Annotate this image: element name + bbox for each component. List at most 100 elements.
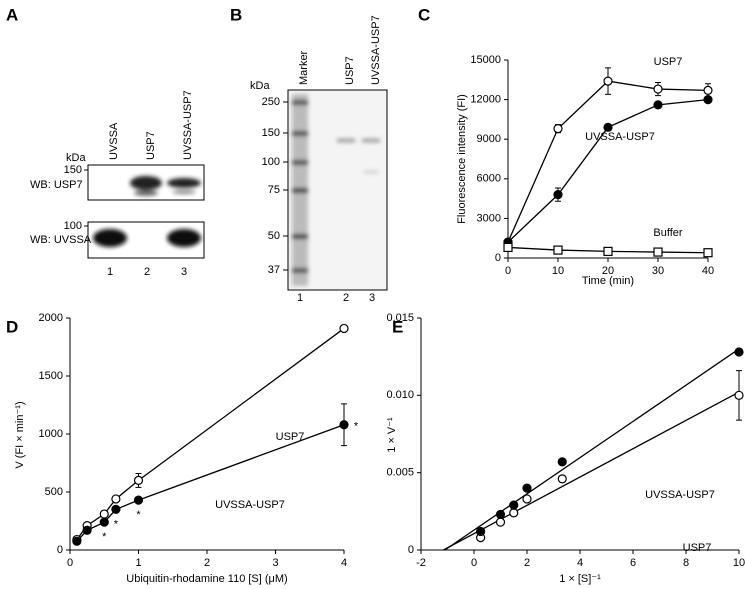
point: [703, 85, 713, 95]
point: [553, 190, 563, 200]
y-axis-label: Fluorescence intensity (FI): [456, 94, 468, 224]
point: [522, 483, 532, 493]
marker-label: 250: [262, 96, 280, 108]
point: [111, 494, 121, 504]
point: [99, 509, 109, 519]
panel-label: E: [392, 317, 403, 336]
fit-line: [443, 391, 740, 551]
lane-label: USP7: [145, 131, 157, 160]
panel-label: C: [418, 5, 430, 24]
series-label: USP7: [683, 542, 712, 554]
point: [603, 246, 613, 256]
point: [339, 323, 349, 334]
lane-label: USP7: [344, 56, 356, 85]
point: [557, 457, 567, 467]
x-axis-label: 1 × [S]⁻¹: [559, 573, 601, 585]
x-tick-label: 10: [552, 265, 564, 277]
y-tick-label: 0.005: [386, 467, 414, 479]
point: [734, 390, 744, 400]
x-axis-label: Ubiquitin-rhodamine 110 [S] (μM): [126, 573, 287, 585]
lane-number: 2: [144, 266, 150, 278]
point: [111, 504, 121, 514]
lane-number: 1: [107, 266, 113, 278]
y-tick-label: 6000: [477, 173, 501, 185]
lane-label: Marker: [298, 50, 310, 85]
point: [476, 526, 486, 537]
marker-label: 75: [268, 184, 280, 196]
y-tick-label: 0: [495, 252, 501, 264]
annotation: *: [114, 518, 119, 530]
point: [133, 495, 144, 505]
series-label: USP7: [654, 56, 683, 68]
blot-bands: [93, 176, 201, 247]
panel-label: B: [230, 5, 242, 24]
point: [703, 94, 713, 105]
series-label: UVSSA-USP7: [215, 499, 285, 511]
x-tick-label: 2: [204, 557, 210, 569]
lane-label: UVSSA-USP7: [370, 15, 382, 85]
y-tick-label: 0.010: [386, 389, 414, 401]
series-line: [507, 98, 709, 243]
y-axis-label: V (FI × min⁻¹): [14, 401, 26, 468]
point: [522, 494, 532, 504]
point: [653, 84, 663, 94]
x-tick-label: 40: [702, 265, 714, 277]
point: [603, 122, 613, 132]
annotation: *: [102, 531, 107, 543]
kda-label: kDa: [250, 80, 270, 92]
point: [509, 500, 519, 510]
y-tick-label: 0.015: [386, 312, 414, 324]
series-label: USP7: [276, 431, 305, 443]
y-tick-label: 12000: [470, 94, 501, 106]
y-tick-label: 1500: [39, 370, 63, 382]
x-tick-label: 0: [471, 557, 477, 569]
panel-label: D: [6, 317, 18, 336]
panel-label: A: [6, 5, 18, 24]
point: [133, 475, 144, 485]
kda-label: kDa: [66, 152, 86, 164]
lane-number: 3: [181, 266, 187, 278]
annotation: *: [136, 509, 141, 521]
point: [653, 247, 663, 257]
fit-line: [444, 348, 740, 551]
point: [503, 242, 513, 253]
blot-label: WB: USP7: [30, 179, 83, 191]
point: [603, 76, 613, 86]
x-tick-label: 20: [602, 265, 614, 277]
point: [82, 525, 92, 535]
x-tick-label: 3: [272, 557, 278, 569]
x-tick-label: 1: [135, 557, 141, 569]
blot-label: WB: UVSSA: [30, 234, 92, 246]
series-line: [507, 80, 709, 243]
lane-label: UVSSA: [108, 122, 120, 160]
point: [495, 509, 506, 520]
y-axis-label: 1 × V⁻¹: [386, 417, 398, 453]
series-label: UVSSA-USP7: [585, 131, 655, 143]
lane-number: 2: [343, 292, 349, 304]
x-tick-label: 30: [652, 265, 664, 277]
x-axis-label: Time (min): [582, 275, 634, 287]
y-tick-label: 2000: [39, 312, 63, 324]
point: [557, 474, 567, 484]
lane-number: 1: [297, 292, 303, 304]
point: [703, 248, 713, 258]
y-tick-label: 15000: [470, 54, 501, 66]
x-tick-label: 6: [630, 557, 636, 569]
y-tick-label: 3000: [477, 212, 501, 224]
series-label: Buffer: [653, 227, 682, 239]
point: [72, 536, 82, 546]
annotation: *: [354, 421, 359, 433]
marker-label: 150: [64, 164, 82, 176]
y-tick-label: 500: [45, 486, 63, 498]
y-tick-label: 1000: [39, 428, 63, 440]
point: [734, 347, 744, 357]
x-tick-label: 0: [505, 265, 511, 277]
x-tick-label: 4: [577, 557, 583, 569]
series-label: UVSSA-USP7: [645, 489, 715, 501]
marker-label: 50: [268, 230, 280, 242]
x-tick-label: 2: [524, 557, 530, 569]
y-tick-label: 9000: [477, 133, 501, 145]
point: [495, 517, 506, 527]
marker-label: 150: [262, 127, 280, 139]
